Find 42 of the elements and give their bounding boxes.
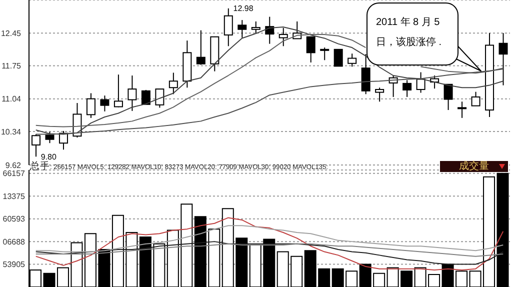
candlestick	[224, 8, 233, 47]
bar	[496, 172, 509, 287]
candlestick	[278, 27, 288, 47]
text: 53905	[2, 260, 26, 270]
candlestick	[348, 53, 357, 68]
y-tick-label: 10.34	[0, 127, 22, 136]
y-tick-label: 12.45	[0, 28, 22, 38]
candlestick	[238, 20, 247, 38]
candlestick	[498, 32, 508, 86]
text: 13375	[2, 192, 26, 201]
candlestick	[334, 48, 343, 67]
annotation: 成交量	[440, 161, 508, 172]
candlestick	[196, 30, 206, 66]
candlestick	[320, 47, 330, 61]
candlestick	[45, 131, 54, 144]
candlestick	[141, 89, 150, 105]
candlestick	[128, 75, 137, 112]
candlestick	[471, 91, 480, 106]
candlestick	[402, 80, 412, 98]
candlestick	[114, 74, 123, 108]
candlestick	[458, 101, 467, 118]
candlestick	[72, 102, 82, 138]
annotation: 12.98	[233, 4, 254, 14]
text: 06688	[2, 237, 26, 246]
annotation: 9.80	[40, 152, 57, 162]
candlestick	[375, 87, 384, 102]
annotation: 2011 年 8 月 5 日，该股涨停 .	[376, 16, 443, 50]
y-tick-label: 11.75	[2, 62, 22, 71]
text: 60593	[2, 214, 26, 224]
candlestick	[416, 72, 426, 94]
candlestick	[32, 134, 40, 158]
text: 66157	[2, 169, 26, 178]
y-tick-label: 9.62	[5, 160, 22, 170]
candlestick	[86, 92, 96, 118]
candlestick	[168, 72, 178, 95]
candlestick	[100, 95, 110, 112]
candlestick	[444, 84, 453, 110]
y-tick-label: 11.04	[2, 94, 22, 104]
candlestick	[361, 54, 370, 95]
candlestick	[155, 88, 164, 108]
candlestick	[251, 20, 260, 34]
candlestick	[306, 36, 316, 63]
